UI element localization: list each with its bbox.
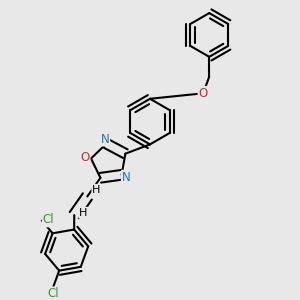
- Text: N: N: [100, 133, 109, 146]
- Text: Cl: Cl: [48, 287, 59, 300]
- Text: N: N: [122, 171, 130, 184]
- Text: Cl: Cl: [43, 213, 54, 226]
- Text: O: O: [80, 152, 90, 164]
- Text: H: H: [79, 208, 88, 218]
- Text: O: O: [199, 87, 208, 100]
- Text: H: H: [92, 185, 101, 195]
